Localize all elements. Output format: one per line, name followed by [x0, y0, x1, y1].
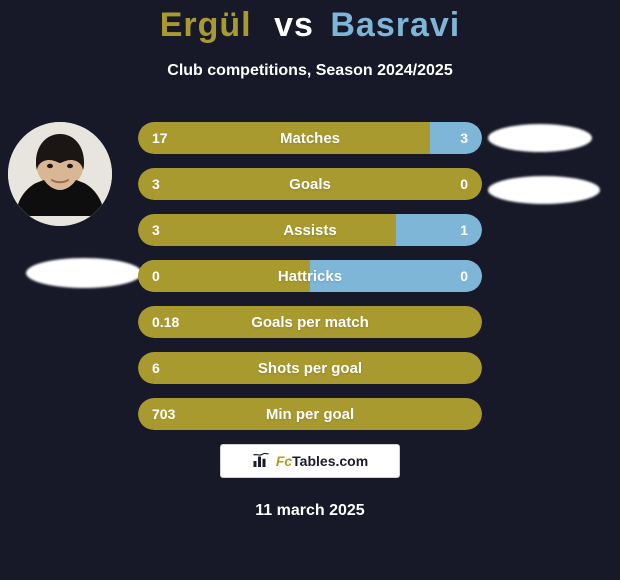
brand-prefix: Fc	[276, 453, 292, 469]
stat-row: Assists31	[138, 214, 482, 246]
date-text: 11 march 2025	[0, 502, 620, 520]
stat-seg-left	[138, 168, 482, 200]
avatar-shadow-right-1	[488, 124, 592, 152]
stat-seg-right	[430, 122, 482, 154]
stat-seg-right	[310, 260, 482, 292]
stat-seg-left	[138, 214, 396, 246]
avatar-shadow-left	[26, 258, 142, 288]
title-player1: Ergül	[160, 6, 252, 44]
stat-row: Min per goal703	[138, 398, 482, 430]
player1-avatar	[8, 122, 112, 226]
stat-seg-left	[138, 260, 310, 292]
stat-row: Goals30	[138, 168, 482, 200]
stat-track	[138, 398, 482, 430]
comparison-card: Ergül vs Basravi Club competitions, Seas…	[0, 0, 620, 580]
title-vs: vs	[274, 6, 314, 44]
comparison-bars: Matches173 Goals30 Assists31 Hattricks00 Goa…	[138, 122, 482, 444]
stat-row: Goals per match0.18	[138, 306, 482, 338]
brand-suffix: Tables.com	[292, 453, 368, 469]
avatar-icon	[8, 122, 112, 226]
stat-seg-left	[138, 122, 430, 154]
title: Ergül vs Basravi	[0, 6, 620, 45]
brand-badge: FcTables.com	[220, 444, 400, 478]
avatar-shadow-right-2	[488, 176, 600, 204]
bar-chart-icon	[252, 452, 270, 470]
subtitle: Club competitions, Season 2024/2025	[0, 62, 620, 80]
stat-row: Shots per goal6	[138, 352, 482, 384]
stat-track	[138, 306, 482, 338]
stat-track	[138, 352, 482, 384]
title-player2: Basravi	[330, 6, 460, 44]
stat-seg-right	[396, 214, 482, 246]
stat-row: Matches173	[138, 122, 482, 154]
stat-row: Hattricks00	[138, 260, 482, 292]
